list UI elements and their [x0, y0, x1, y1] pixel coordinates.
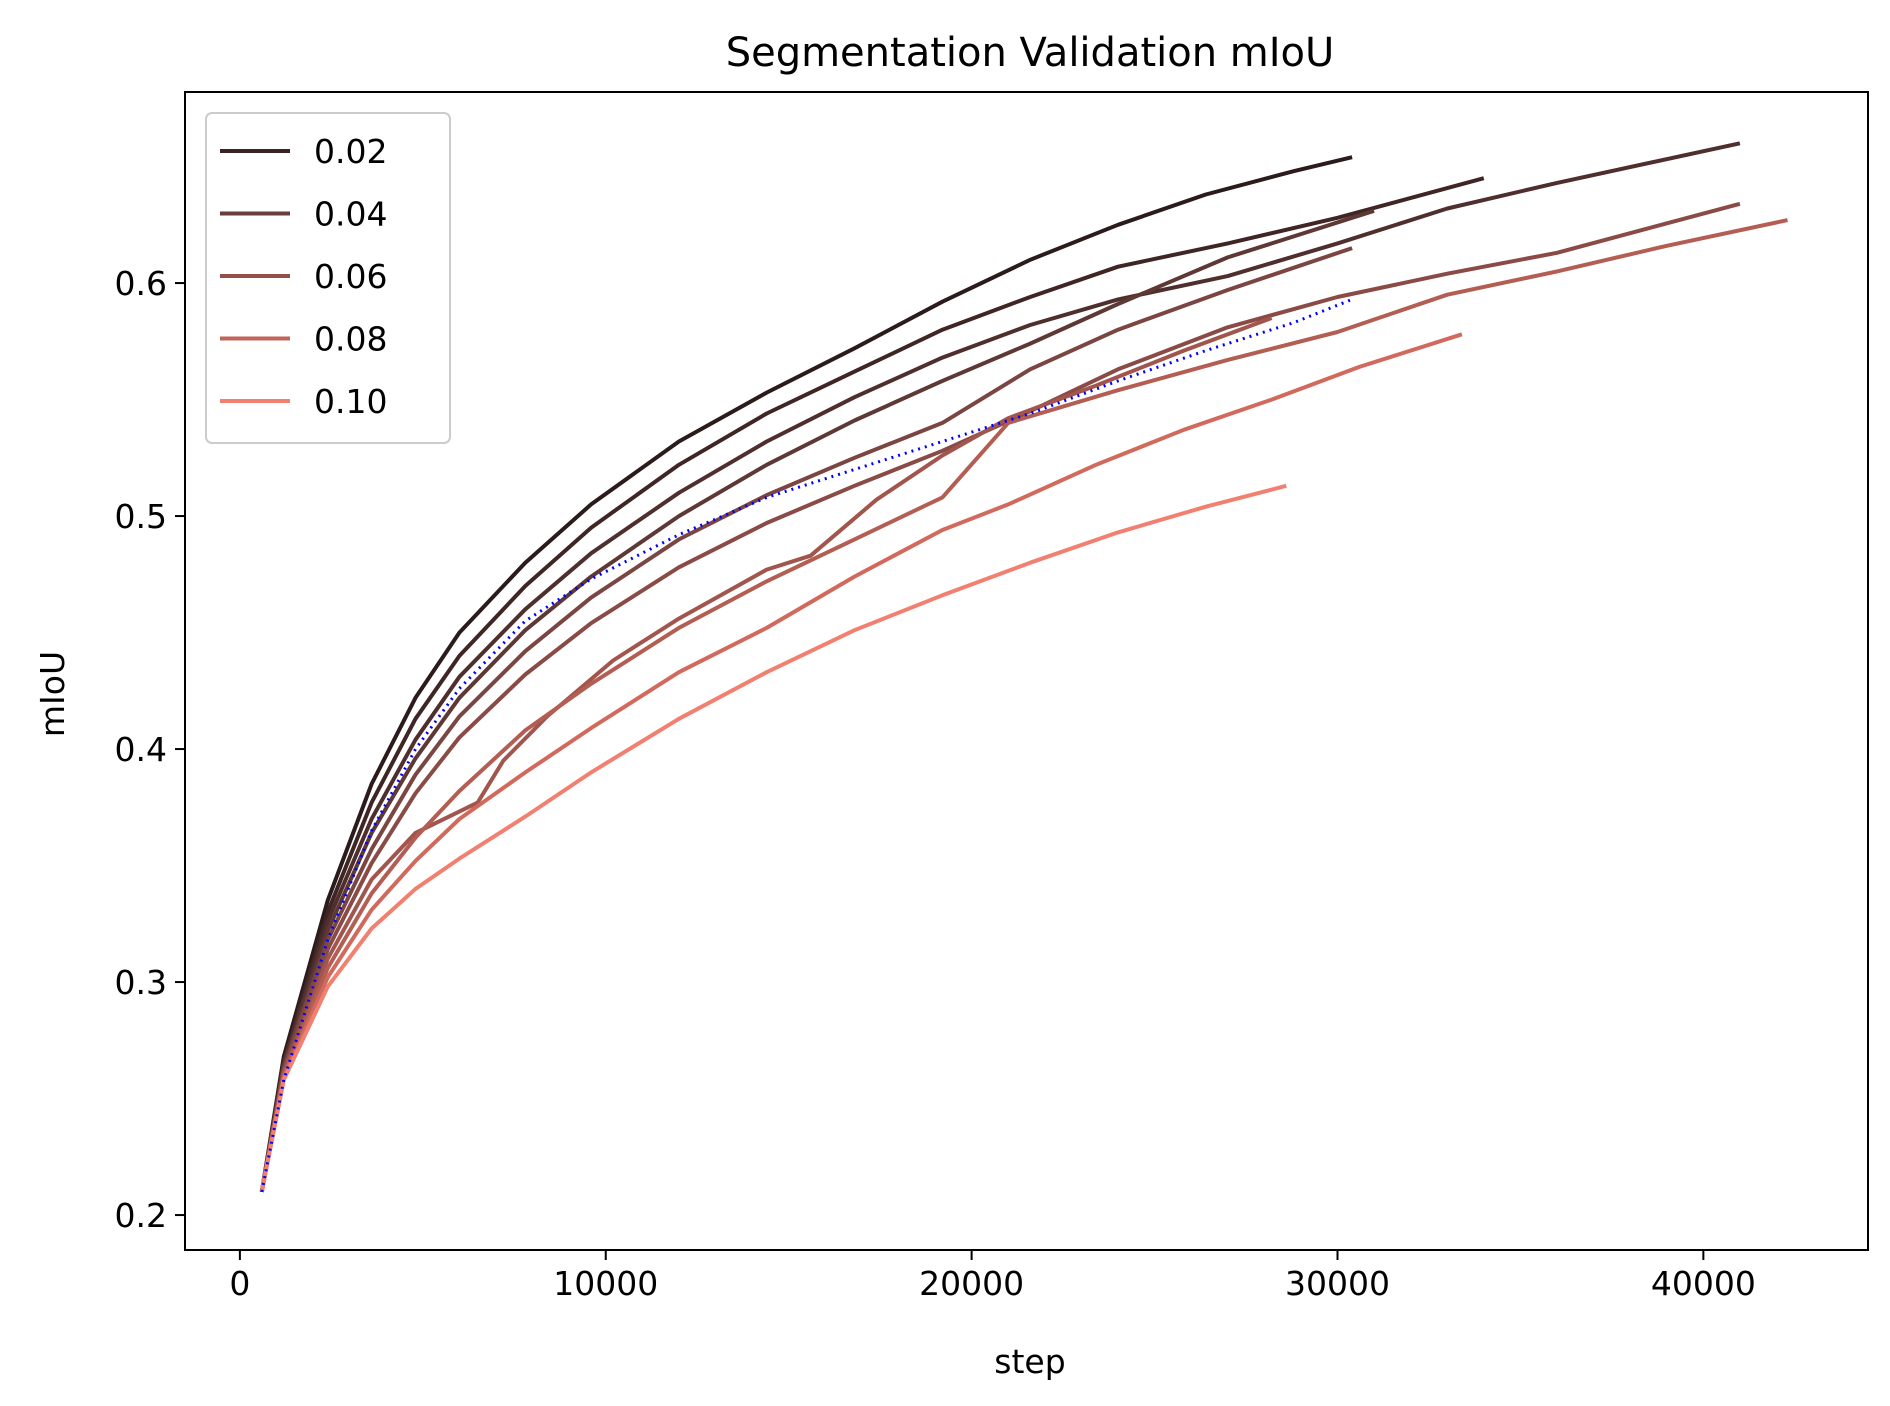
x-tick-label: 10000 — [553, 1264, 658, 1303]
axes-group: 0 10000 20000 30000 40000 0.2 0.3 0.4 0.5 0.6 — [115, 91, 1869, 1303]
x-axis-label: step — [994, 1342, 1065, 1381]
series-line-10 — [259, 483, 1287, 1193]
series-line-7 — [259, 316, 1273, 1193]
chart-title: Segmentation Validation mIoU — [726, 30, 1335, 76]
series-line-8 — [259, 218, 1788, 1193]
legend-box — [205, 112, 451, 444]
x-tick-label: 30000 — [1285, 1264, 1390, 1303]
series-line-2 — [259, 176, 1485, 1193]
series-group — [259, 141, 1788, 1193]
legend-label: 0.04 — [314, 195, 387, 234]
legend-label: 0.06 — [314, 257, 387, 296]
legend: 0.02 0.04 0.06 0.08 0.10 — [205, 112, 451, 444]
series-line-9 — [259, 332, 1463, 1193]
x-tick-label: 0 — [229, 1264, 250, 1303]
y-axis-label: mIoU — [33, 651, 72, 737]
y-tick-label: 0.4 — [115, 730, 167, 769]
series-line-3 — [259, 141, 1741, 1193]
series-line-1 — [259, 155, 1353, 1193]
legend-label: 0.02 — [314, 132, 387, 171]
legend-label: 0.10 — [314, 382, 387, 421]
y-tick-label: 0.2 — [115, 1196, 167, 1235]
series-line-6 — [259, 201, 1741, 1193]
legend-label: 0.08 — [314, 320, 387, 359]
x-tick-label: 20000 — [919, 1264, 1024, 1303]
series-line-5 — [259, 246, 1353, 1193]
plot-frame — [184, 91, 1869, 1251]
x-tick-label: 40000 — [1651, 1264, 1756, 1303]
y-tick-label: 0.3 — [115, 963, 167, 1002]
y-tick-label: 0.6 — [115, 264, 167, 303]
y-tick-label: 0.5 — [115, 497, 167, 536]
